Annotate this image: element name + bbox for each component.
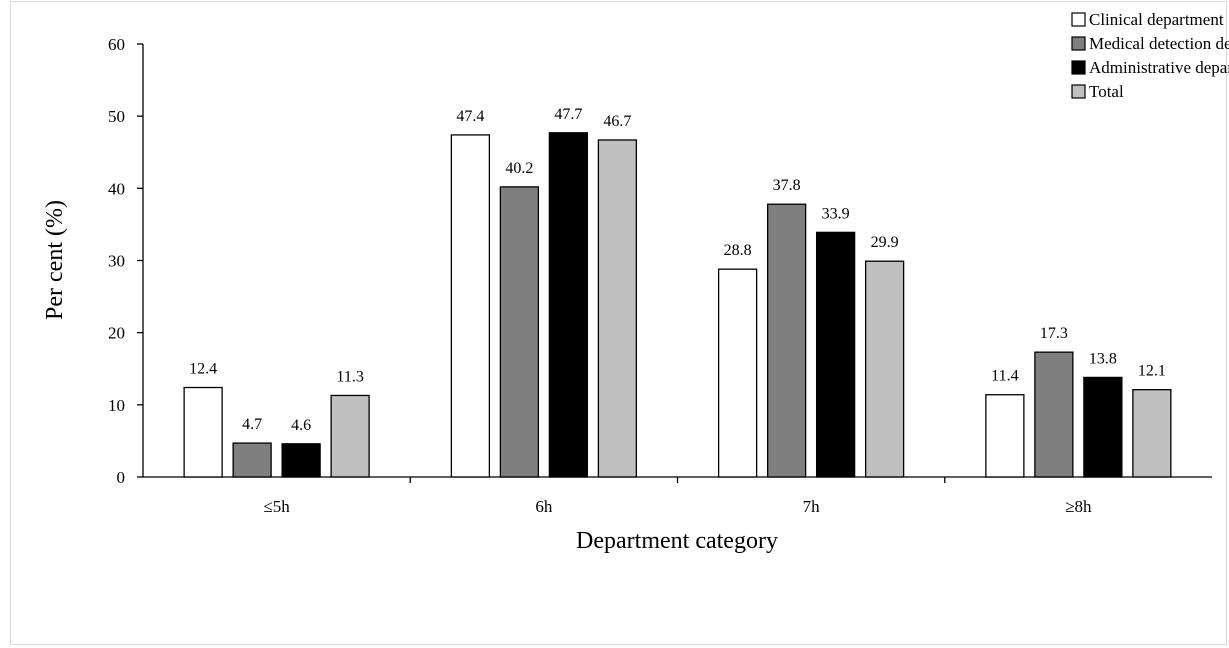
bars — [183, 132, 1172, 478]
y-tick-label: 60 — [108, 35, 125, 54]
y-tick-label: 20 — [108, 324, 125, 343]
bar — [281, 443, 321, 478]
bar — [985, 394, 1025, 478]
legend-label: Medical detection departments — [1089, 34, 1229, 53]
legend-swatch — [1071, 36, 1086, 51]
data-labels: 12.4 4.7 4.6 11.3 47.4 40.2 47.7 46.7 28.8 37.8 33… — [189, 106, 1166, 434]
legend-swatch — [1071, 60, 1086, 75]
data-label: 40.2 — [505, 160, 533, 177]
x-tick-label: 6h — [535, 497, 553, 516]
data-label: 46.7 — [603, 113, 631, 130]
data-label: 12.4 — [189, 361, 217, 378]
x-tick-label: 7h — [803, 497, 821, 516]
chart-frame — [10, 1, 1227, 645]
data-label: 11.4 — [991, 368, 1018, 385]
bar — [766, 203, 807, 478]
data-label: 17.3 — [1040, 325, 1068, 342]
bar — [815, 231, 856, 478]
bar — [499, 186, 540, 478]
legend-swatch — [1071, 84, 1086, 99]
bar — [548, 132, 589, 478]
bar — [450, 134, 491, 478]
x-tick-label: ≤5h — [263, 497, 290, 516]
x-tick-label: ≥8h — [1065, 497, 1092, 516]
bar — [1083, 376, 1123, 478]
data-label: 12.1 — [1138, 363, 1166, 380]
bar — [597, 139, 638, 478]
data-label: 28.8 — [724, 242, 752, 259]
y-tick-label: 30 — [108, 252, 125, 271]
y-tick-label: 0 — [117, 468, 126, 487]
data-label: 37.8 — [773, 177, 801, 194]
legend-label: Administrative department — [1089, 58, 1229, 77]
data-label: 4.7 — [242, 416, 262, 433]
bar — [330, 394, 370, 478]
data-label: 47.4 — [456, 108, 484, 125]
legend-swatch — [1071, 12, 1086, 27]
data-label: 13.8 — [1089, 350, 1117, 367]
y-axis-label: Per cent (%) — [42, 200, 68, 320]
legend-label: Total — [1089, 82, 1124, 101]
y-tick-label: 40 — [108, 179, 125, 198]
bar — [864, 260, 905, 478]
bar — [1132, 389, 1172, 478]
legend: Clinical department Medical detection dep… — [1071, 10, 1229, 101]
data-label: 33.9 — [822, 205, 850, 222]
bar — [183, 386, 223, 478]
data-label: 29.9 — [871, 234, 899, 251]
data-label: 4.6 — [291, 417, 311, 434]
data-label: 47.7 — [554, 106, 582, 123]
y-tick-label: 10 — [108, 396, 125, 415]
x-axis-label: Department category — [576, 528, 778, 554]
bar — [1034, 351, 1074, 478]
legend-label: Clinical department — [1089, 10, 1224, 29]
y-tick-label: 50 — [108, 107, 125, 126]
bar — [717, 268, 758, 478]
axes: 0 10 20 30 40 50 60 ≤5h 6h 7h ≥8h — [108, 35, 1212, 516]
bar — [232, 442, 272, 478]
data-label: 11.3 — [336, 368, 363, 385]
